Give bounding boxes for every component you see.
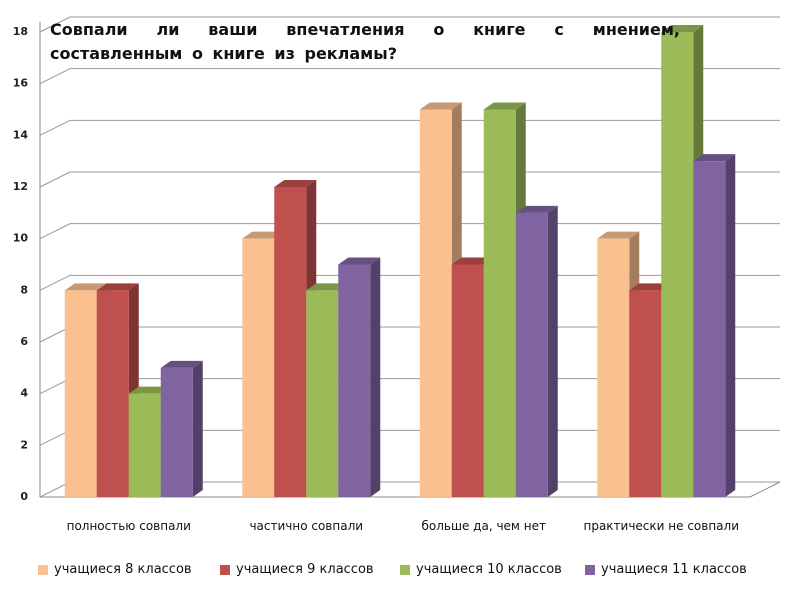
- y-tick-label: 8: [20, 283, 28, 296]
- grid-line: [39, 119, 780, 136]
- y-tick-label: 0: [20, 490, 28, 503]
- bar: [597, 238, 630, 497]
- bar-top: [693, 154, 736, 162]
- bar-top: [515, 205, 558, 213]
- bar-side: [370, 257, 381, 497]
- x-tick-label: частично совпали: [249, 519, 364, 533]
- legend-item: учащиеся 10 классов: [400, 562, 562, 577]
- bar-top: [338, 257, 381, 265]
- bar-top: [242, 231, 285, 239]
- bar: [693, 161, 726, 497]
- bar-top: [419, 102, 462, 110]
- grid-line: [39, 171, 780, 188]
- y-tick-label: 16: [13, 77, 29, 90]
- bar: [160, 367, 193, 497]
- legend-swatch: [585, 564, 595, 575]
- bar-top: [64, 283, 107, 291]
- x-tick-label: полностью совпали: [66, 519, 191, 533]
- legend-label: учащиеся 10 классов: [416, 562, 562, 577]
- bar: [451, 264, 484, 497]
- bar: [338, 264, 371, 497]
- bar: [483, 109, 516, 497]
- bar: [629, 290, 662, 497]
- y-tick-label: 10: [13, 232, 29, 245]
- bar-top: [451, 257, 494, 265]
- x-tick-label: практически не совпали: [583, 519, 739, 533]
- bar: [242, 238, 275, 497]
- bar: [128, 393, 161, 497]
- bar-top: [96, 283, 139, 291]
- legend-label: учащиеся 9 классов: [236, 562, 374, 577]
- y-tick-label: 2: [20, 438, 28, 451]
- bar-side: [192, 360, 203, 497]
- legend-label: учащиеся 11 классов: [601, 562, 747, 577]
- y-tick-label: 18: [13, 25, 28, 38]
- y-tick-label: 6: [20, 335, 28, 348]
- bar-top: [306, 283, 349, 291]
- bar-top: [629, 283, 672, 291]
- y-tick-label: 4: [20, 387, 28, 400]
- bar-top: [160, 360, 203, 368]
- bar-top: [597, 231, 640, 239]
- bar-top: [483, 102, 526, 110]
- bar-top: [661, 25, 704, 32]
- y-tick-label: 12: [13, 180, 28, 193]
- legend-item: учащиеся 11 классов: [585, 562, 747, 577]
- bar-top: [274, 180, 317, 187]
- grid-line: [39, 16, 780, 33]
- bar: [661, 32, 694, 497]
- bar-side: [547, 205, 558, 498]
- legend-item: учащиеся 9 классов: [220, 562, 374, 577]
- bar: [64, 290, 97, 497]
- bar: [306, 290, 339, 497]
- y-tick-label: 14: [13, 128, 29, 141]
- bar: [274, 187, 307, 497]
- legend-swatch: [38, 564, 48, 575]
- grid-line: [39, 68, 780, 85]
- bar-side: [725, 154, 736, 497]
- x-tick-label: больше да, чем нет: [421, 519, 547, 533]
- legend-swatch: [220, 564, 230, 575]
- bar-top: [128, 386, 171, 394]
- legend-swatch: [400, 564, 410, 575]
- bar: [419, 109, 452, 497]
- legend-label: учащиеся 8 классов: [54, 562, 192, 577]
- bar: [96, 290, 129, 497]
- legend-item: учащиеся 8 классов: [38, 562, 192, 577]
- bar: [515, 212, 548, 498]
- chart-title: Совпали ли ваши впечатления о книге с мн…: [50, 20, 680, 63]
